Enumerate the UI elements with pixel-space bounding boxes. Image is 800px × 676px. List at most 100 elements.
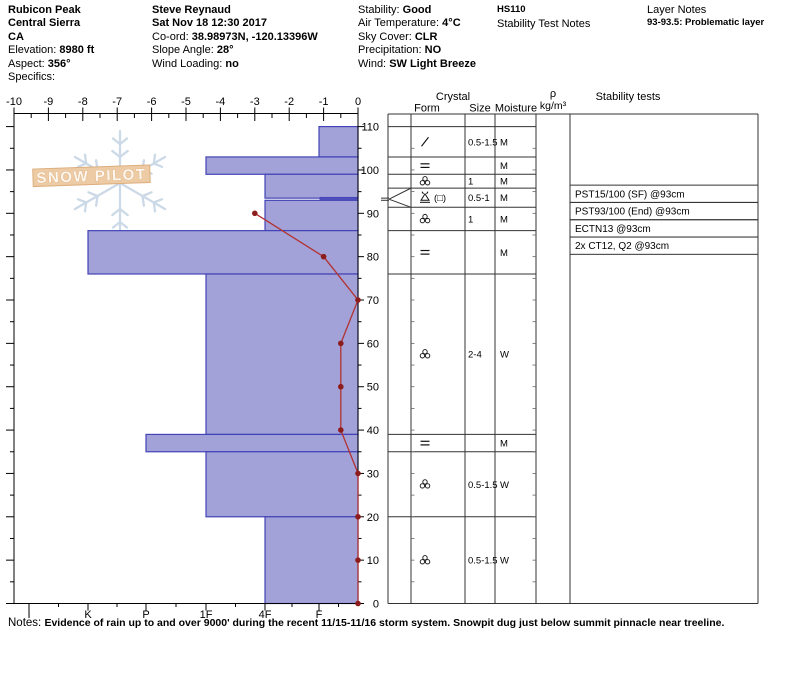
grain-form-graupel-icon: [419, 483, 426, 489]
snowflake-arm: [152, 162, 164, 168]
grain-moisture: W: [500, 556, 509, 567]
site-specifics: Specifics:: [8, 71, 56, 84]
grain-form-note: (□): [434, 193, 446, 204]
stability-test-result: ECTN13 @93cm: [575, 224, 651, 235]
temp-tick-label: -5: [181, 96, 191, 108]
slope-angle: Slope Angle: 28°: [152, 44, 234, 57]
depth-tick-label: 30: [367, 468, 379, 480]
stability-test-box: [569, 236, 759, 255]
snowflake-arm: [118, 137, 129, 146]
grain-moisture: M: [500, 193, 508, 204]
table-header-form: Form: [414, 103, 440, 115]
test-notes-block: HS110 Stability Test Notes: [497, 4, 590, 31]
table-header-size: Size: [469, 103, 490, 115]
depth-tick-label: 100: [361, 165, 379, 177]
pit-notes: Notes: Evidence of rain up to and over 9…: [8, 617, 724, 629]
temperature-point: [338, 340, 344, 347]
grain-form-graupel-icon: [424, 483, 431, 489]
layer-bar: [205, 451, 359, 518]
temp-tick-label: -3: [250, 96, 260, 108]
depth-tick-label: 80: [367, 252, 379, 264]
temperature-point: [320, 253, 327, 260]
temperature-point: [355, 297, 361, 303]
snowflake-arm: [111, 220, 122, 229]
table-header-density-units: kg/m³: [540, 100, 567, 112]
grain-size: 0.5-1.5: [468, 137, 498, 148]
snowflake-arm: [111, 149, 122, 159]
depth-tick-label: 40: [367, 425, 379, 437]
depth-tick-label: 70: [367, 295, 379, 307]
grain-form-graupel-icon: [422, 349, 428, 355]
site-state: CA: [8, 30, 24, 43]
layer-bar: [145, 433, 359, 453]
temp-tick-label: -9: [44, 96, 54, 108]
snowflake-arm: [83, 153, 88, 165]
temp-tick-label: -7: [112, 96, 122, 108]
snowflake-arm: [111, 207, 122, 217]
snowflake-arm: [141, 191, 153, 198]
layer-bar: [205, 273, 359, 436]
depth-tick-label: 20: [367, 512, 379, 524]
depth-tick-label: 10: [367, 555, 379, 567]
conditions-block: Stability: Good Air Temperature: 4°C Sky…: [358, 4, 476, 71]
grain-moisture: M: [500, 248, 508, 259]
pit-datetime: Sat Nov 18 12:30 2017: [152, 17, 267, 30]
grain-size: 0.5-1.5: [468, 480, 498, 491]
observer-block: Steve Reynaud Sat Nov 18 12:30 2017 Co-o…: [152, 4, 318, 71]
grain-form-decomposing-icon: [421, 136, 429, 147]
layer-bar: [87, 230, 359, 275]
layer-bar: [264, 516, 359, 605]
hardness-tick-label: P: [142, 609, 149, 621]
temp-tick-label: -10: [6, 96, 22, 108]
temperature-point: [355, 557, 361, 563]
grain-form-graupel-icon: [422, 555, 428, 561]
snowflake-arm: [87, 191, 99, 198]
stability-test-result: 2x CT12, Q2 @93cm: [575, 241, 669, 252]
temp-tick-label: -6: [147, 96, 157, 108]
snowflake-arm: [111, 137, 122, 146]
snowflake-arm: [118, 149, 129, 159]
stability-test-result: PST93/100 (End) @93cm: [575, 207, 690, 218]
snowflake-arm: [76, 198, 88, 204]
hardness-tick-label: K: [84, 609, 92, 621]
site-elevation: Elevation: 8980 ft: [8, 44, 95, 57]
grain-form-graupel-icon: [422, 176, 428, 182]
layer-bar: [264, 199, 359, 232]
temperature-point: [355, 470, 361, 477]
wind-loading: Wind Loading: no: [152, 57, 239, 70]
precipitation: Precipitation: NO: [358, 44, 442, 57]
grain-form-hoar-icon: [421, 191, 424, 195]
observer-name: Steve Reynaud: [152, 4, 231, 16]
grain-moisture: W: [500, 350, 509, 361]
flag-layer-fan: [388, 187, 412, 200]
snow-height-badge: HS110: [497, 4, 526, 15]
temperature-line: [254, 212, 359, 604]
grain-form-graupel-icon: [419, 353, 426, 359]
grain-form-graupel-icon: [424, 180, 431, 186]
table-header-moisture: Moisture: [495, 103, 537, 115]
pit-notes-label: Notes:: [8, 617, 42, 629]
grain-form-graupel-icon: [422, 479, 428, 485]
layer-notes-label: Layer Notes: [647, 4, 707, 16]
depth-tick-label: 110: [361, 122, 379, 134]
grain-form-graupel-icon: [424, 559, 431, 565]
snowflake-arm: [76, 162, 88, 168]
hardness-tick-label: I: [27, 609, 30, 621]
grain-size: 1: [468, 214, 473, 225]
wind: Wind: SW Light Breeze: [358, 57, 476, 70]
grain-form-hoar-icon: [426, 191, 429, 195]
grain-form-graupel-icon: [419, 559, 426, 565]
hardness-tick-label: F: [316, 609, 323, 621]
depth-tick-label: 0: [373, 599, 379, 611]
location-block: Rubicon Peak Central Sierra CA Elevation…: [8, 4, 94, 84]
grain-form-graupel-icon: [424, 353, 431, 359]
snowflake-arm: [118, 220, 129, 229]
grain-size: 1: [468, 177, 473, 188]
grain-moisture: M: [500, 177, 508, 188]
table-header-stability-tests: Stability tests: [596, 91, 661, 103]
grain-moisture: M: [500, 137, 508, 148]
temperature-point: [338, 427, 344, 433]
depth-tick-label: 90: [367, 208, 379, 220]
